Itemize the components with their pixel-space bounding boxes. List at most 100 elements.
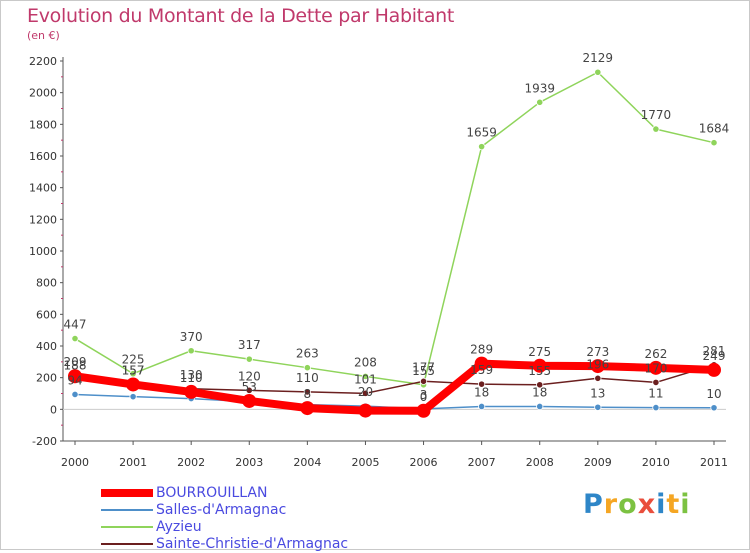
data-label: 110: [180, 371, 203, 385]
data-label: 289: [470, 343, 493, 357]
data-label: 101: [354, 372, 377, 386]
data-point: [187, 347, 195, 355]
legend-label: Sainte-Christie-d'Armagnac: [156, 536, 349, 552]
y-tick-label: 1000: [29, 245, 57, 258]
data-label: 273: [586, 345, 609, 359]
data-point: [532, 358, 547, 373]
data-label: 208: [354, 355, 377, 369]
data-label: 3: [420, 388, 428, 402]
legend-swatch: [101, 526, 153, 528]
x-tick-label: 2006: [410, 456, 438, 469]
y-tick-label: 1200: [29, 213, 57, 226]
data-point: [303, 388, 311, 396]
data-point: [184, 384, 199, 399]
data-point: [361, 372, 370, 380]
data-label: 10: [706, 387, 721, 401]
x-tick-label: 2011: [700, 456, 728, 469]
chart-title: Evolution du Montant de la Dette par Hab…: [27, 5, 455, 27]
data-label: 170: [644, 361, 667, 375]
data-point: [474, 356, 489, 371]
data-point: [245, 355, 253, 363]
data-point: [361, 389, 370, 397]
data-point: [594, 68, 602, 76]
data-label: 1770: [641, 108, 672, 122]
logo-letter: t: [666, 489, 681, 520]
data-label: 1684: [699, 122, 730, 136]
data-point: [242, 393, 257, 408]
data-point: [652, 403, 660, 412]
data-label: 196: [586, 357, 609, 371]
data-point: [536, 402, 544, 411]
data-label: 447: [64, 318, 87, 332]
data-point: [129, 370, 137, 378]
data-label: 13: [590, 386, 605, 400]
data-label: 110: [296, 371, 319, 385]
data-point: [652, 378, 660, 387]
data-label: 157: [122, 363, 145, 377]
y-tick-label: 1600: [29, 150, 57, 163]
y-tick-label: 2000: [29, 87, 57, 100]
data-label: 225: [122, 353, 145, 367]
data-point: [416, 403, 431, 418]
y-tick-label: 0: [50, 403, 57, 416]
x-tick-label: 2010: [642, 456, 670, 469]
data-label: 249: [703, 349, 726, 363]
logo-letter: i: [680, 489, 691, 520]
data-label: 155: [528, 364, 551, 378]
data-label: 177: [412, 360, 435, 374]
legend-label: Ayzieu: [156, 519, 202, 535]
legend-label: Salles-d'Armagnac: [156, 502, 287, 518]
data-point: [710, 139, 718, 147]
data-point: [478, 402, 486, 411]
y-tick-label: 400: [36, 340, 57, 353]
x-tick-label: 2002: [177, 456, 205, 469]
data-point: [536, 381, 544, 389]
y-tick-label: 1400: [29, 182, 57, 195]
data-point: [594, 374, 602, 382]
x-tick-label: 2000: [61, 456, 89, 469]
data-label: 11: [648, 387, 663, 401]
data-point: [710, 404, 718, 412]
data-label: 370: [180, 330, 203, 344]
data-point: [71, 390, 79, 399]
y-tick-label: 800: [36, 277, 57, 290]
data-point: [590, 359, 605, 374]
x-tick-label: 2007: [468, 456, 496, 469]
data-label: 1659: [466, 126, 497, 140]
data-label: 18: [474, 385, 489, 399]
y-tick-label: 600: [36, 308, 57, 321]
data-point: [478, 380, 486, 388]
logo-letter: r: [603, 489, 619, 520]
data-label: 120: [238, 369, 261, 383]
data-label: 8: [304, 387, 312, 401]
data-label: 281: [703, 344, 726, 358]
x-tick-label: 2008: [526, 456, 554, 469]
data-point: [358, 403, 373, 418]
data-label: 94: [67, 373, 82, 387]
chart-subtitle: (en €): [27, 29, 60, 42]
y-tick-label: 200: [36, 372, 57, 385]
proxiti-logo: Proxiti: [583, 489, 691, 520]
data-point: [536, 98, 544, 106]
data-point: [419, 377, 428, 385]
data-label: 262: [644, 347, 667, 361]
data-label: 159: [470, 363, 493, 377]
data-point: [71, 334, 79, 343]
y-tick-label: 2200: [29, 55, 57, 68]
data-label: 209: [64, 355, 87, 369]
series-line: [71, 359, 718, 415]
data-point: [129, 393, 137, 401]
data-label: 20: [358, 385, 373, 399]
data-point: [245, 386, 253, 394]
y-tick-label: 1800: [29, 118, 57, 131]
data-label: 188: [64, 359, 87, 373]
legend-swatch: [101, 509, 153, 511]
data-point: [303, 364, 311, 372]
logo-letter: x: [637, 489, 657, 520]
data-label: 1939: [524, 81, 555, 95]
x-tick-label: 2004: [293, 456, 321, 469]
x-tick-label: 2003: [235, 456, 263, 469]
logo-letter: i: [656, 489, 667, 520]
data-label: 2129: [583, 51, 614, 65]
